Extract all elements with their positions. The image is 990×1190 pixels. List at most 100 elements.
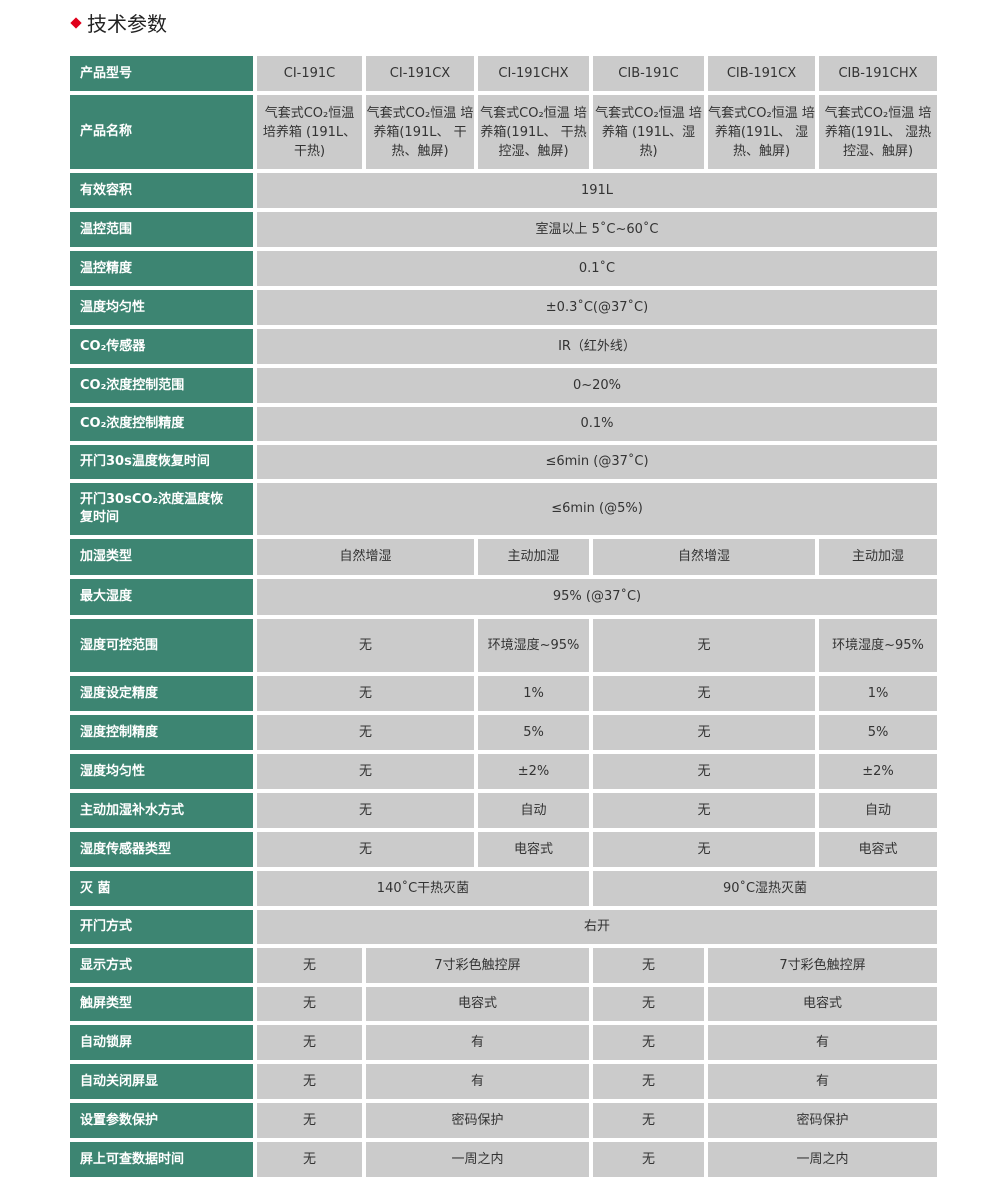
table-cell: 无 bbox=[257, 1064, 362, 1099]
table-cell: 环境湿度~95% bbox=[819, 619, 937, 672]
row-label: 触屏类型 bbox=[70, 987, 253, 1021]
table-row: 湿度设定精度无 1% 无 1% bbox=[70, 676, 937, 711]
table-cell: 有 bbox=[366, 1064, 589, 1099]
table-cell: CI-191C bbox=[257, 56, 362, 91]
table-cell: 无 bbox=[257, 676, 474, 711]
table-row: 屏上可查数据时间无一周之内无一周之内 bbox=[70, 1142, 937, 1177]
table-row: 温控范围 室温以上 5˚C~60˚C bbox=[70, 212, 937, 247]
section-title: 技术参数 bbox=[70, 8, 167, 37]
row-label: 加湿类型 bbox=[70, 539, 253, 575]
diamond-bullet-icon bbox=[70, 16, 82, 29]
table-cell: 电容式 bbox=[366, 987, 589, 1021]
table-cell: 密码保护 bbox=[708, 1103, 937, 1138]
table-cell: 无 bbox=[257, 754, 474, 789]
table-cell: 1% bbox=[478, 676, 589, 711]
table-cell: 有 bbox=[366, 1025, 589, 1060]
row-label: 显示方式 bbox=[70, 948, 253, 983]
table-row: 最大湿度 95% (@37˚C) bbox=[70, 579, 937, 615]
table-row: 温度均匀性 ±0.3˚C(@37˚C) bbox=[70, 290, 937, 325]
table-cell: 气套式CO₂恒温 培养箱(191L、 湿热控湿、触屏) bbox=[819, 95, 937, 169]
table-cell: 90˚C湿热灭菌 bbox=[593, 871, 937, 906]
table-cell: 1% bbox=[819, 676, 937, 711]
row-label: 设置参数保护 bbox=[70, 1103, 253, 1138]
row-label: 有效容积 bbox=[70, 173, 253, 208]
table-cell: 191L bbox=[257, 173, 937, 208]
table-cell: 室温以上 5˚C~60˚C bbox=[257, 212, 937, 247]
row-label: 温控精度 bbox=[70, 251, 253, 286]
table-cell: ≤6min (@37˚C) bbox=[257, 445, 937, 479]
table-cell: CIB-191C bbox=[593, 56, 704, 91]
row-label: 灭 菌 bbox=[70, 871, 253, 906]
table-cell: 无 bbox=[593, 1064, 704, 1099]
table-row: 湿度控制精度无 5% 无 5% bbox=[70, 715, 937, 750]
table-row: 产品型号 CI-191C CI-191CX CI-191CHX CIB-191C CIB-… bbox=[70, 56, 937, 91]
table-row: 自动锁屏无有无有 bbox=[70, 1025, 937, 1060]
table-cell: 无 bbox=[593, 987, 704, 1021]
row-label: CO₂传感器 bbox=[70, 329, 253, 364]
table-cell: 有 bbox=[708, 1064, 937, 1099]
table-cell: 一周之内 bbox=[708, 1142, 937, 1177]
table-row: 湿度传感器类型无电容式无电容式 bbox=[70, 832, 937, 867]
table-cell: CIB-191CHX bbox=[819, 56, 937, 91]
row-label: 产品型号 bbox=[70, 56, 253, 91]
row-label: 湿度控制精度 bbox=[70, 715, 253, 750]
table-cell: 无 bbox=[257, 1025, 362, 1060]
table-cell: 95% (@37˚C) bbox=[257, 579, 937, 615]
table-cell: 气套式CO₂恒温 培养箱 (191L、干热) bbox=[257, 95, 362, 169]
table-cell: 无 bbox=[593, 1103, 704, 1138]
row-label: 湿度传感器类型 bbox=[70, 832, 253, 867]
table-cell: 无 bbox=[257, 715, 474, 750]
table-cell: 自然增湿 bbox=[257, 539, 474, 575]
table-cell: 环境湿度~95% bbox=[478, 619, 589, 672]
row-label: 湿度设定精度 bbox=[70, 676, 253, 711]
table-cell: 无 bbox=[257, 793, 474, 828]
row-label: 开门30s温度恢复时间 bbox=[70, 445, 253, 479]
table-cell: 气套式CO₂恒温 培养箱(191L、 湿热、触屏) bbox=[708, 95, 815, 169]
table-cell: CI-191CX bbox=[366, 56, 474, 91]
table-row: 触屏类型无电容式无电容式 bbox=[70, 987, 937, 1021]
table-row: CO₂浓度控制精度 0.1% bbox=[70, 407, 937, 441]
table-cell: ±2% bbox=[819, 754, 937, 789]
table-row: 湿度均匀性无 ±2% 无 ±2% bbox=[70, 754, 937, 789]
table-row: 开门30sCO₂浓度温度恢复时间 ≤6min (@5%) bbox=[70, 483, 937, 535]
table-cell: 7寸彩色触控屏 bbox=[708, 948, 937, 983]
row-label: 开门方式 bbox=[70, 910, 253, 944]
table-cell: 5% bbox=[478, 715, 589, 750]
row-label: CO₂浓度控制精度 bbox=[70, 407, 253, 441]
row-label: 湿度均匀性 bbox=[70, 754, 253, 789]
table-cell: 无 bbox=[257, 619, 474, 672]
table-cell: 自动 bbox=[819, 793, 937, 828]
table-cell: ≤6min (@5%) bbox=[257, 483, 937, 535]
table-row: 灭 菌 140˚C干热灭菌 90˚C湿热灭菌 bbox=[70, 871, 937, 906]
table-row: 加湿类型 自然增湿 主动加湿 自然增湿 主动加湿 bbox=[70, 539, 937, 575]
table-row: 湿度可控范围无环境湿度~95% 无环境湿度~95% bbox=[70, 619, 937, 672]
table-cell: 密码保护 bbox=[366, 1103, 589, 1138]
table-cell: 5% bbox=[819, 715, 937, 750]
row-label: 自动锁屏 bbox=[70, 1025, 253, 1060]
table-cell: 0~20% bbox=[257, 368, 937, 403]
table-row: 开门方式 右开 bbox=[70, 910, 937, 944]
table-cell: 无 bbox=[257, 832, 474, 867]
table-row: 温控精度 0.1˚C bbox=[70, 251, 937, 286]
table-cell: 气套式CO₂恒温 培养箱(191L、 干热控湿、触屏) bbox=[478, 95, 589, 169]
table-cell: 无 bbox=[593, 832, 815, 867]
table-row: 显示方式无 7寸彩色触控屏无 7寸彩色触控屏 bbox=[70, 948, 937, 983]
table-row: 产品名称 气套式CO₂恒温 培养箱 (191L、干热) 气套式CO₂恒温 培养箱(1… bbox=[70, 95, 937, 169]
table-cell: ±0.3˚C(@37˚C) bbox=[257, 290, 937, 325]
table-cell: 7寸彩色触控屏 bbox=[366, 948, 589, 983]
table-row: 主动加湿补水方式无自动无自动 bbox=[70, 793, 937, 828]
table-row: 开门30s温度恢复时间 ≤6min (@37˚C) bbox=[70, 445, 937, 479]
table-cell: 无 bbox=[257, 987, 362, 1021]
section-title-text: 技术参数 bbox=[87, 12, 167, 36]
table-cell: 无 bbox=[593, 676, 815, 711]
table-row: CO₂传感器 IR（红外线） bbox=[70, 329, 937, 364]
table-cell: IR（红外线） bbox=[257, 329, 937, 364]
row-label: 产品名称 bbox=[70, 95, 253, 169]
table-cell: 无 bbox=[593, 754, 815, 789]
row-label: 主动加湿补水方式 bbox=[70, 793, 253, 828]
table-cell: 无 bbox=[257, 948, 362, 983]
row-label: 湿度可控范围 bbox=[70, 619, 253, 672]
table-cell: 气套式CO₂恒温 培养箱(191L、 干热、触屏) bbox=[366, 95, 474, 169]
table-cell: 0.1% bbox=[257, 407, 937, 441]
table-cell: 气套式CO₂恒温 培养箱 (191L、湿热) bbox=[593, 95, 704, 169]
